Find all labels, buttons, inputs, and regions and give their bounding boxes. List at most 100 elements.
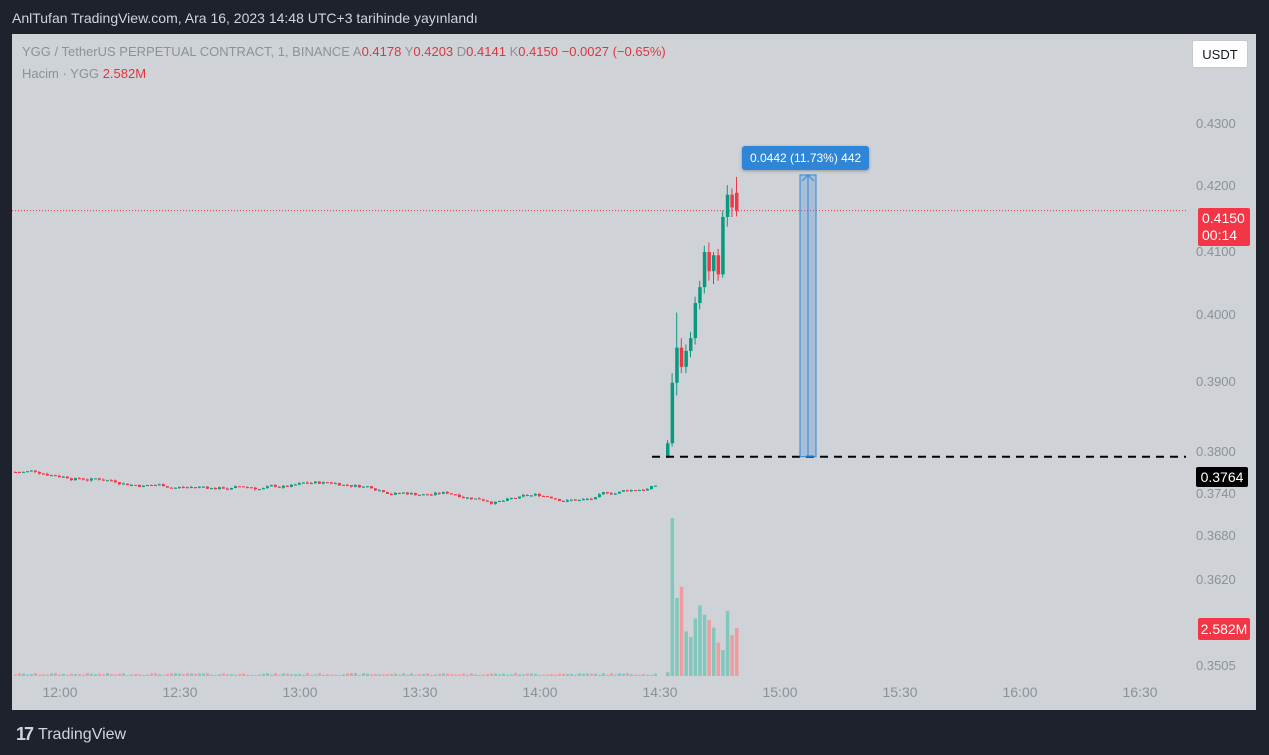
candle-body bbox=[614, 493, 617, 495]
volume-bar bbox=[234, 674, 237, 676]
candle-body bbox=[526, 495, 529, 497]
volume-bar bbox=[566, 673, 569, 676]
volume-bar bbox=[74, 674, 77, 676]
volume-bar bbox=[534, 673, 537, 676]
volume-bar bbox=[382, 674, 385, 676]
time-axis[interactable] bbox=[12, 676, 1186, 710]
candle-body bbox=[162, 484, 165, 487]
price-axis[interactable] bbox=[1186, 34, 1256, 710]
candle-body bbox=[106, 480, 109, 482]
candle-body bbox=[434, 492, 437, 495]
volume-bar bbox=[693, 618, 698, 676]
volume-bar bbox=[390, 673, 393, 676]
volume-bar bbox=[66, 674, 69, 676]
volume-bar bbox=[198, 673, 201, 676]
volume-bar bbox=[222, 673, 225, 676]
candle-body bbox=[374, 488, 377, 491]
candle-body bbox=[270, 485, 273, 487]
volume-bar bbox=[650, 674, 653, 676]
volume-bar bbox=[98, 673, 101, 676]
volume-bar bbox=[258, 674, 261, 676]
volume-bar bbox=[42, 674, 45, 676]
symbol-name: YGG / TetherUS PERPETUAL CONTRACT, 1, BI… bbox=[22, 44, 350, 59]
volume-bar bbox=[322, 674, 325, 676]
volume-bar bbox=[689, 636, 693, 676]
price-range-label[interactable]: 0.0442 (11.73%) 442 bbox=[742, 146, 870, 170]
volume-bar bbox=[634, 674, 637, 676]
high-label: Y bbox=[404, 44, 414, 59]
candle-body bbox=[342, 484, 345, 486]
candle-body bbox=[698, 287, 702, 304]
candle-body bbox=[78, 478, 81, 480]
currency-button[interactable]: USDT bbox=[1192, 40, 1248, 68]
price-tick: 0.3680 bbox=[1196, 528, 1236, 543]
price-tick: 0.4000 bbox=[1196, 307, 1236, 322]
close-label: K bbox=[509, 44, 519, 59]
volume-bar bbox=[454, 674, 457, 676]
candle-body bbox=[42, 473, 45, 475]
candle-body bbox=[58, 475, 61, 478]
volume-bar bbox=[146, 674, 149, 676]
candle-body bbox=[382, 490, 385, 493]
volume-bar bbox=[735, 628, 739, 676]
price-range-arrowhead bbox=[801, 174, 815, 182]
symbol-legend: YGG / TetherUS PERPETUAL CONTRACT, 1, BI… bbox=[22, 44, 666, 59]
volume-bar bbox=[46, 674, 49, 676]
candle-body bbox=[735, 192, 739, 211]
candle-body bbox=[238, 486, 241, 488]
volume-bar bbox=[558, 673, 561, 676]
candle-body bbox=[102, 479, 105, 481]
volume-bar bbox=[442, 673, 445, 676]
candle-body bbox=[418, 494, 421, 496]
volume-bar bbox=[342, 674, 345, 676]
candle-body bbox=[338, 483, 341, 486]
volume-bar bbox=[206, 673, 209, 676]
volume-bar bbox=[126, 674, 129, 676]
candle-body bbox=[158, 484, 161, 486]
plot-area[interactable] bbox=[12, 34, 1186, 676]
candle-body bbox=[242, 486, 245, 488]
candle-body bbox=[712, 255, 716, 272]
volume-bar bbox=[346, 673, 349, 676]
candle-body bbox=[230, 488, 233, 490]
candle-body bbox=[670, 382, 675, 444]
volume-bar bbox=[514, 673, 517, 676]
candle-body bbox=[278, 486, 281, 488]
candle-body bbox=[478, 498, 481, 500]
candle-body bbox=[422, 494, 425, 496]
candle-body bbox=[438, 492, 441, 494]
volume-bar bbox=[675, 597, 679, 676]
volume-bar bbox=[546, 674, 549, 676]
volume-bar bbox=[278, 674, 281, 676]
volume-bar bbox=[34, 673, 37, 676]
candle-body bbox=[446, 492, 449, 494]
candle-body bbox=[546, 496, 549, 498]
volume-label: Hacim · YGG bbox=[22, 66, 100, 81]
volume-bar bbox=[102, 674, 105, 676]
volume-bar bbox=[254, 674, 257, 676]
volume-bar bbox=[554, 674, 557, 676]
volume-bar bbox=[422, 674, 425, 676]
footer-brand: 17 TradingView bbox=[16, 724, 126, 745]
candle-body bbox=[166, 486, 169, 488]
candle-body bbox=[502, 500, 505, 502]
candle-body bbox=[550, 496, 553, 499]
volume-bar bbox=[274, 673, 277, 676]
volume-bar bbox=[478, 674, 481, 676]
volume-bar bbox=[286, 673, 289, 676]
candle-body bbox=[610, 493, 613, 495]
candle-body bbox=[34, 470, 37, 472]
candle-body bbox=[22, 471, 25, 473]
candlestick-chart bbox=[12, 174, 1186, 676]
volume-bar bbox=[130, 674, 133, 676]
candle-body bbox=[570, 499, 573, 501]
candle-body bbox=[506, 498, 509, 501]
volume-bar bbox=[466, 674, 469, 676]
volume-bar bbox=[334, 674, 337, 676]
volume-bar bbox=[725, 610, 730, 676]
candle-body bbox=[646, 488, 649, 491]
candle-body bbox=[222, 487, 225, 489]
volume-bar bbox=[498, 674, 501, 676]
candle-body bbox=[398, 492, 401, 494]
candle-body bbox=[82, 478, 85, 480]
